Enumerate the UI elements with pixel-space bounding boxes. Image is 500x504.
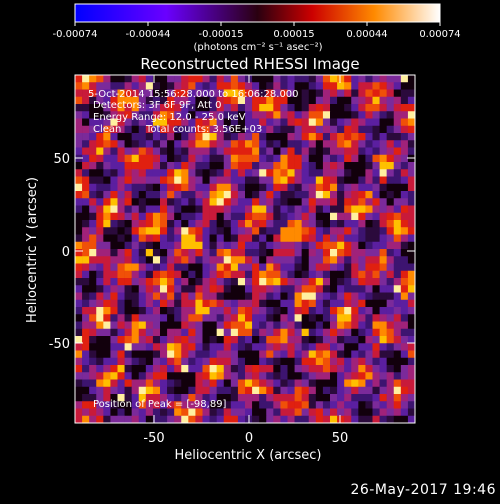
annotation-energy: Energy Range: 12.0 - 25.0 keV <box>93 112 246 123</box>
y-axis-label: Heliocentric Y (arcsec) <box>25 177 40 323</box>
image-pixels <box>75 75 416 424</box>
annotations: 5-Oct-2014 15:56:28.000 to 16:06:28.000 … <box>88 89 299 410</box>
y-tick-labels: 50 0 -50 <box>49 152 70 352</box>
x-tick-label: 50 <box>332 431 349 446</box>
colorbar-tick-label: -0.00015 <box>199 29 244 40</box>
annotation-counts: Total counts: 3.56E+03 <box>145 124 262 135</box>
y-tick-label: 0 <box>62 245 70 260</box>
colorbar-tick-label: -0.00074 <box>53 29 98 40</box>
colorbar-tick-label: 0.00074 <box>419 29 460 40</box>
footer-timestamp: 26-May-2017 19:46 <box>350 482 496 498</box>
x-axis-label: Heliocentric X (arcsec) <box>175 448 322 463</box>
x-tick-label: 0 <box>245 431 253 446</box>
colorbar-units-label: (photons cm⁻² s⁻¹ asec⁻²) <box>193 42 322 53</box>
image-panel <box>74 74 416 424</box>
y-tick-label: -50 <box>49 337 70 352</box>
annotation-time-range: 5-Oct-2014 15:56:28.000 to 16:06:28.000 <box>88 89 299 100</box>
colorbar-tick-label: -0.00044 <box>126 29 171 40</box>
x-tick-labels: -50 0 50 <box>143 431 348 446</box>
annotation-detectors: Detectors: 3F 6F 9F, Att 0 <box>93 100 221 111</box>
annotation-clean: Clean <box>93 124 121 135</box>
plot-frame <box>74 74 416 424</box>
colorbar-tick-label: 0.00015 <box>273 29 314 40</box>
colorbar-ticks: -0.00074 -0.00044 -0.00015 0.00015 0.00044 0.… <box>53 22 461 40</box>
axis-ticks <box>75 75 415 423</box>
plot-title: Reconstructed RHESSI Image <box>140 55 359 73</box>
colorbar: -0.00074 -0.00044 -0.00015 0.00015 0.00044 0.… <box>53 3 461 53</box>
y-tick-label: 50 <box>53 152 70 167</box>
colorbar-tick-label: 0.00044 <box>346 29 387 40</box>
colorbar-gradient <box>74 3 441 23</box>
x-tick-label: -50 <box>143 431 164 446</box>
annotation-peak: Position of Peak = [-98,89] <box>93 399 227 410</box>
